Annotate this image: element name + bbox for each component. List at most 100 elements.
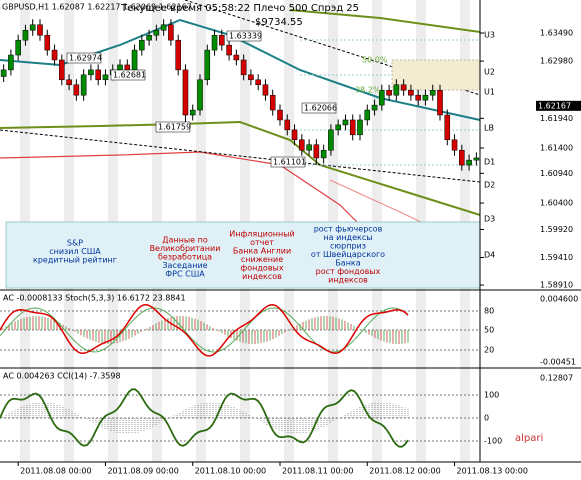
annotation: снизил США	[49, 247, 101, 256]
y-tick-label: 1.59920	[540, 225, 573, 234]
candle-body	[204, 49, 211, 81]
candle-body	[219, 34, 225, 46]
panel2-title: AC 0.004263 CCI(14) -7.3598	[3, 372, 121, 381]
cci-line	[0, 388, 409, 448]
price-label: 1.61101	[273, 158, 306, 167]
pivot-label: D3	[484, 215, 495, 224]
y-tick-label: 1.60400	[540, 199, 573, 208]
candle-body	[44, 34, 51, 51]
candle-body	[168, 24, 174, 41]
candle-body	[284, 119, 291, 131]
pivot-label: D4	[484, 251, 495, 260]
stoch-main	[0, 303, 409, 357]
candle-body	[262, 84, 269, 96]
panel1-label: 20	[484, 346, 494, 355]
candle-body	[364, 109, 371, 121]
candle-body	[153, 30, 160, 36]
panel1-label: 80	[484, 307, 494, 316]
candle-body	[444, 114, 451, 141]
y-tick-label: 1.60940	[540, 169, 573, 178]
price-label: 1.63339	[229, 32, 262, 41]
balance: $9734.55	[255, 17, 303, 28]
candle-body	[328, 129, 334, 151]
price-label-box	[155, 121, 191, 133]
x-tick-label: 2011.08.13 00:00	[457, 467, 528, 476]
annotation: снижение	[241, 255, 283, 264]
annotation: индексов	[328, 276, 368, 285]
price-label: 1.62066	[304, 104, 337, 113]
last-price-box	[536, 100, 581, 111]
price-label-box	[270, 156, 306, 168]
candle-body	[393, 84, 400, 96]
annotation: Банка	[335, 259, 360, 268]
indicator-lines	[0, 0, 481, 251]
candle-body	[182, 69, 189, 116]
channel-line	[289, 9, 481, 33]
candle-body	[95, 69, 101, 81]
candle-body	[80, 74, 87, 96]
candle-body	[320, 149, 327, 159]
candle-body	[415, 94, 421, 101]
status: Текущее время 05:58:22 Плечо 500 Спрэд 2…	[120, 3, 359, 14]
annotation: индексов	[242, 272, 282, 281]
candle-body	[124, 64, 131, 71]
candle-body	[473, 157, 480, 161]
annotation: сюрприз	[330, 242, 366, 251]
candle-body	[408, 89, 414, 96]
fibo-label: 38.2%	[355, 86, 381, 95]
candle-body	[313, 144, 320, 159]
panel1-label: 0.004600	[540, 295, 578, 304]
annotation: Заседание	[162, 261, 207, 270]
stoch-panel: 0.004600 80 50 20 -0.00451	[0, 295, 578, 367]
candle-body	[139, 39, 145, 51]
fibo-label: 50.0%	[362, 56, 388, 65]
panel1-label: -0.00451	[540, 358, 576, 367]
candle-body	[240, 59, 247, 76]
candle-body	[0, 69, 7, 77]
annotation: Банка Англии	[233, 247, 291, 256]
candle-body	[429, 89, 436, 96]
candle-body	[73, 84, 80, 96]
candle-body	[437, 89, 443, 116]
candle-body	[8, 54, 14, 71]
pivot-label: U1	[484, 88, 495, 97]
candle-body	[102, 74, 109, 81]
candle-body	[66, 79, 72, 85]
price-label: 1.61759	[158, 123, 191, 132]
x-tick-label: 2011.08.10 00:00	[195, 467, 266, 476]
y-tick-label: 1.61940	[540, 114, 573, 123]
annotation: Великобритании	[150, 244, 221, 253]
candle-body	[88, 69, 94, 76]
annotation: отчет	[250, 238, 274, 247]
candle-body	[131, 49, 138, 71]
y-tick-label: 1.61400	[540, 144, 573, 153]
symbol-header: GBPUSD,H1 1.62087 1.62217 1.62069 1.6216…	[2, 3, 192, 12]
candles	[0, 19, 480, 171]
candle-body	[459, 149, 465, 166]
annotation: безработица	[158, 253, 212, 262]
price-label-box	[301, 102, 337, 114]
candle-body	[233, 54, 240, 61]
logo: alpari	[515, 433, 543, 444]
pivot-label: U2	[484, 68, 495, 77]
price-label-box	[66, 52, 102, 64]
candle-body	[248, 74, 254, 81]
candle-body	[189, 109, 196, 116]
candle-body	[357, 119, 363, 136]
annotation: рост фьючерсов	[314, 225, 383, 234]
candle-body	[226, 44, 232, 56]
candle-body	[349, 119, 356, 136]
candle-body	[255, 79, 261, 85]
fibo-box	[391, 59, 481, 91]
candle-body	[117, 64, 123, 71]
pivot-label: D2	[484, 181, 495, 190]
x-tick-label: 2011.08.08 00:00	[20, 467, 91, 476]
annotation: S&P	[67, 239, 83, 248]
panel2-label: 100	[484, 391, 499, 400]
candle-body	[15, 39, 21, 56]
price-label-box	[226, 30, 262, 42]
candle-body	[371, 104, 378, 111]
candle-body	[59, 59, 65, 81]
candle-body	[37, 24, 43, 36]
